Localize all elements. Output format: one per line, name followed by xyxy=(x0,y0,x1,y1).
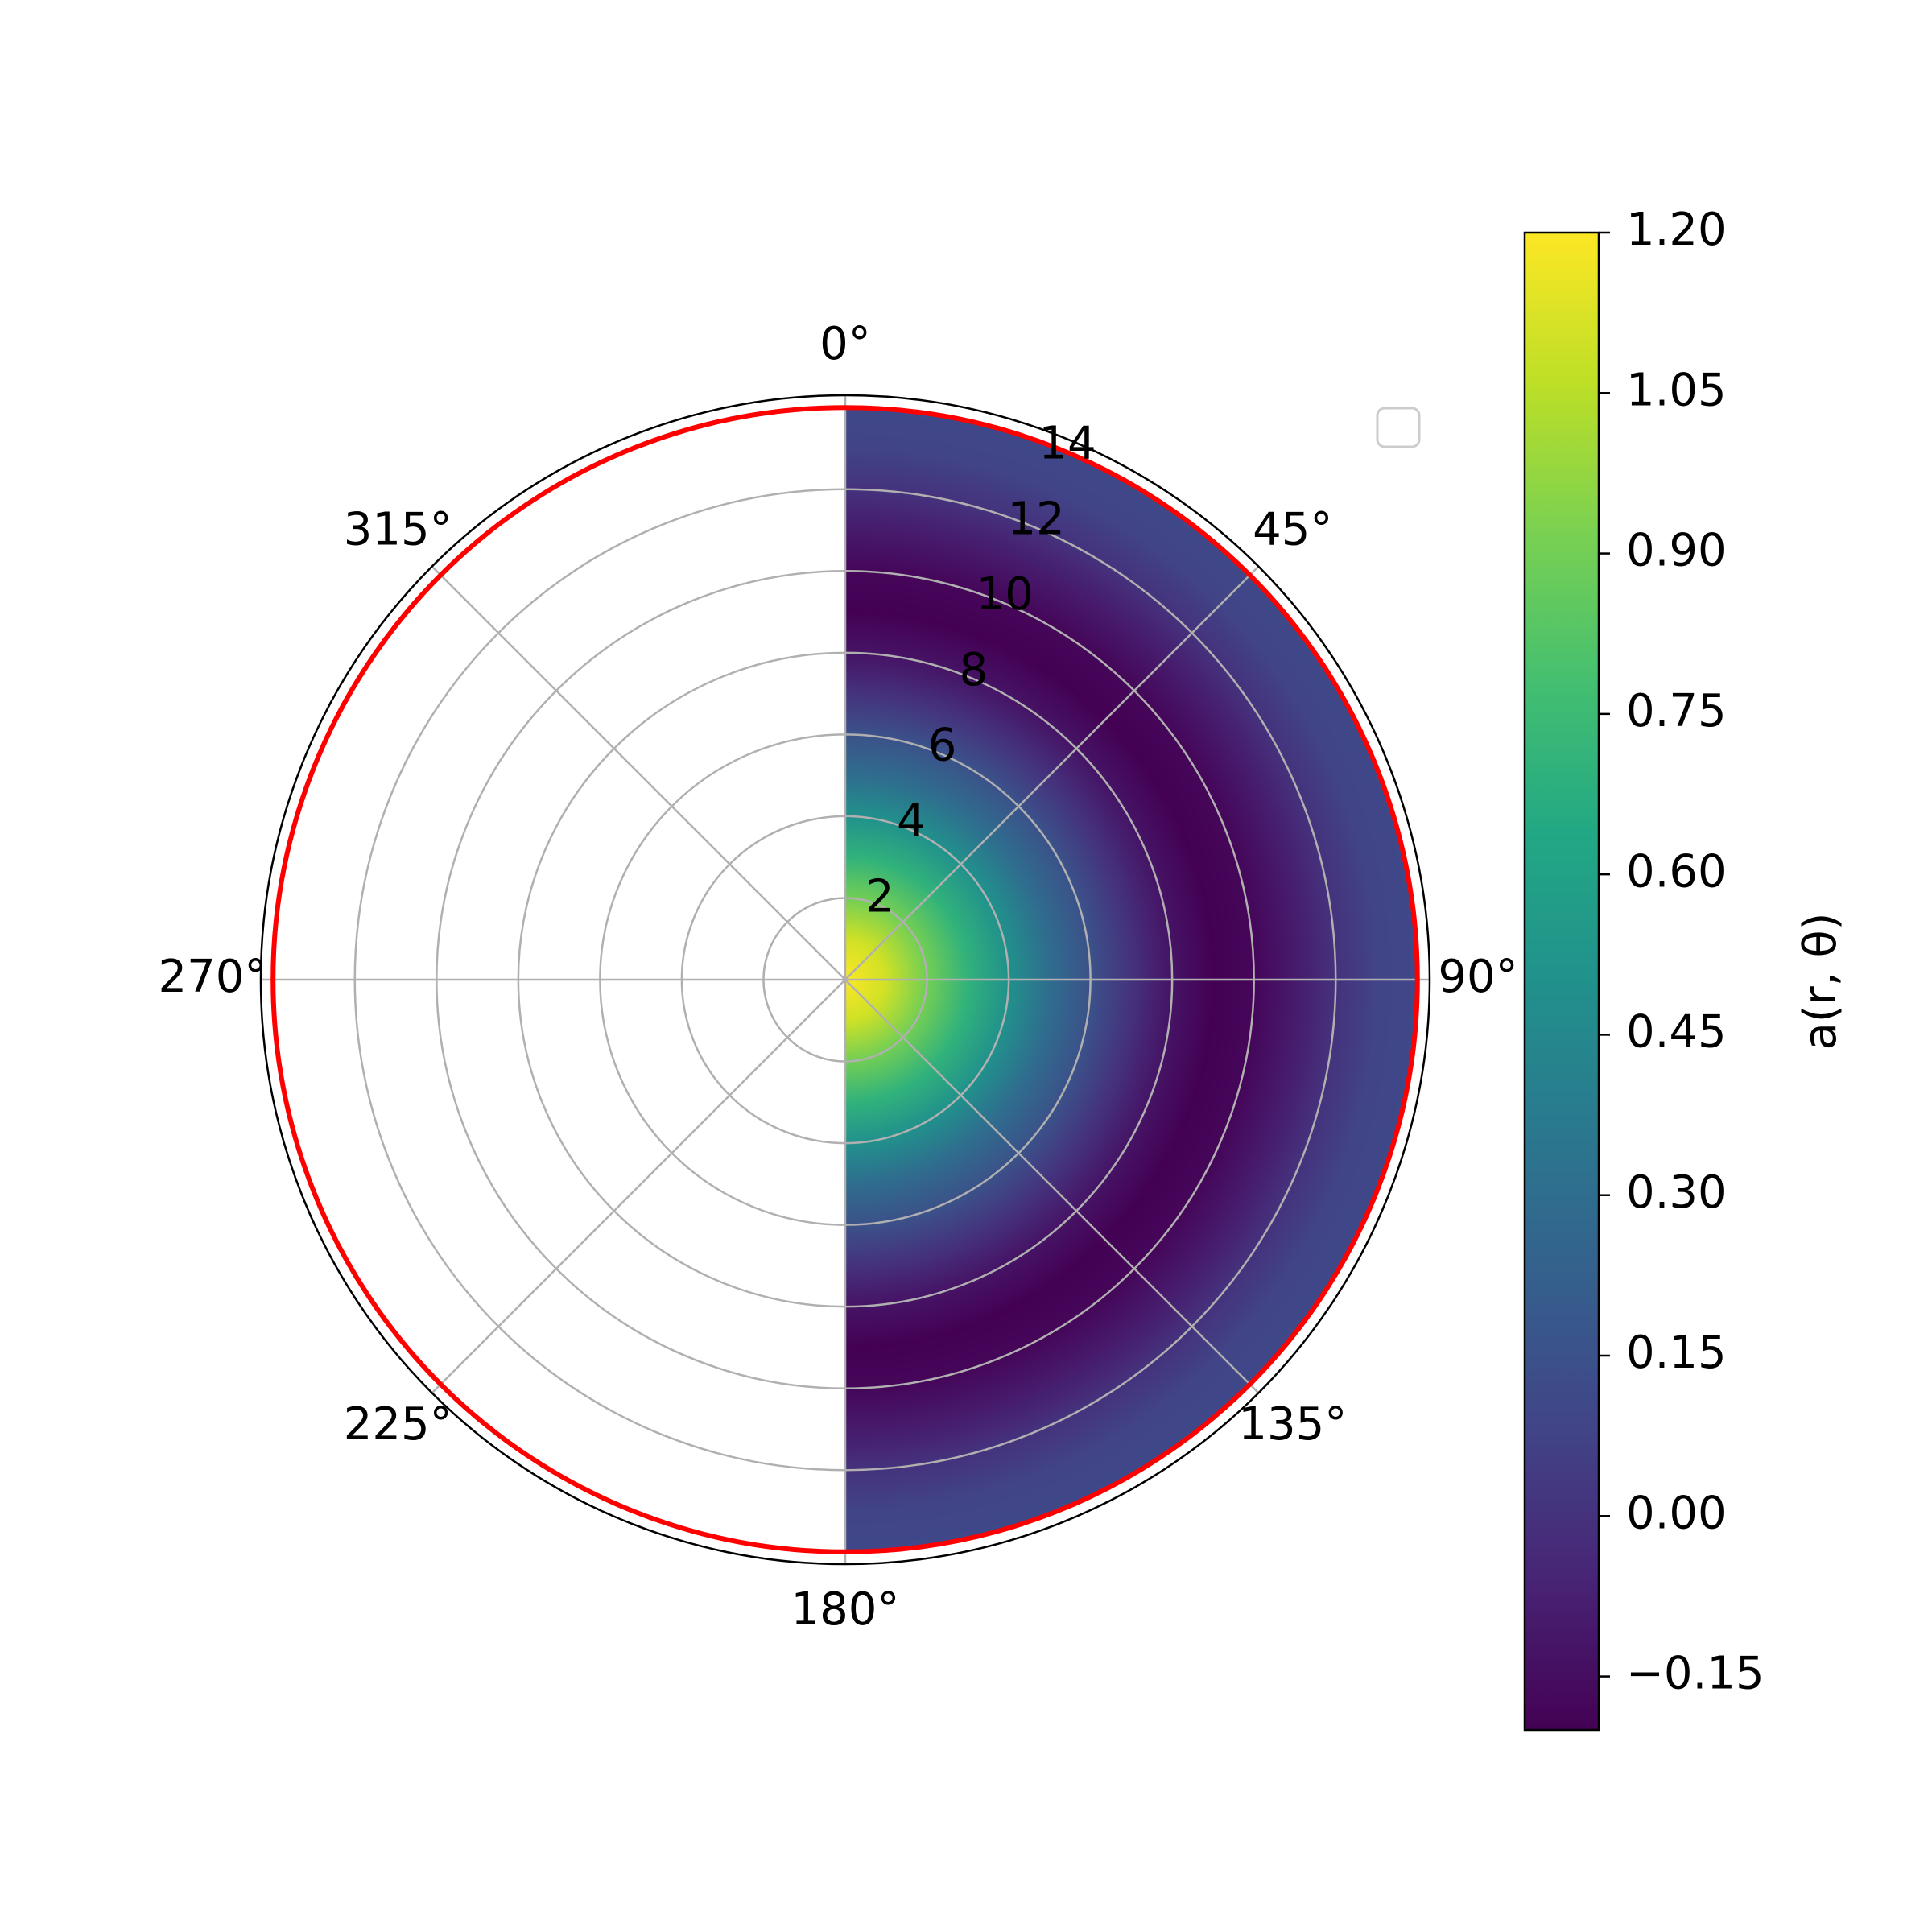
theta-tick-label: 90° xyxy=(1438,951,1517,1003)
colorbar-tick-label: 0.45 xyxy=(1626,1006,1727,1059)
boundary-circle xyxy=(270,405,1420,1554)
colorbar-ticks: −0.15 0.00 0.15 0.30 0.45 0.60 0.75 0.90 1.05 1.2… xyxy=(1599,204,1765,1700)
colorbar-fill xyxy=(1525,233,1599,1730)
colorbar-tick-label: 0.30 xyxy=(1626,1166,1727,1219)
colorbar-tick-label: 1.20 xyxy=(1626,204,1727,256)
colorbar-tick-label: −0.15 xyxy=(1626,1648,1765,1700)
legend-box xyxy=(1376,407,1421,448)
theta-tick-label: 135° xyxy=(1238,1398,1347,1451)
angular-gridlines xyxy=(261,395,1430,1564)
r-tick-label: 8 xyxy=(960,644,989,696)
r-tick-label: 4 xyxy=(897,795,926,848)
r-tick-label: 12 xyxy=(1008,493,1065,545)
r-tick-label: 6 xyxy=(928,720,957,772)
theta-tick-label: 315° xyxy=(344,503,452,555)
colorbar-tick-label: 0.90 xyxy=(1626,525,1727,577)
angular-gridline xyxy=(431,565,1260,1394)
r-tick-label: 2 xyxy=(865,870,894,923)
theta-tick-label: 270° xyxy=(159,951,267,1003)
r-tick-label: 10 xyxy=(976,568,1034,621)
colorbar-tick-label: 0.15 xyxy=(1626,1327,1727,1379)
colorbar-tick-label: 0.60 xyxy=(1626,845,1727,898)
polar-frame xyxy=(259,394,1431,1566)
r-tick-label: 14 xyxy=(1038,417,1096,469)
colorbar: −0.15 0.00 0.15 0.30 0.45 0.60 0.75 0.90 1.05 1.2… xyxy=(1523,204,1847,1732)
colorbar-tick-label: 0.00 xyxy=(1626,1487,1727,1539)
colorbar-frame xyxy=(1523,231,1600,1732)
colorbar-tick-label: 1.05 xyxy=(1626,364,1727,416)
theta-tick-label: 180° xyxy=(791,1583,900,1636)
colorbar-label: a(r, θ) xyxy=(1794,913,1847,1051)
theta-tick-label: 225° xyxy=(344,1398,452,1451)
theta-tick-label: 0° xyxy=(819,318,871,370)
theta-tick-labels: 0° 45° 90° 135° 180° 225° 270° 315° xyxy=(159,318,1518,1636)
colorbar-tick-label: 0.75 xyxy=(1626,685,1727,737)
theta-tick-label: 45° xyxy=(1253,503,1332,555)
